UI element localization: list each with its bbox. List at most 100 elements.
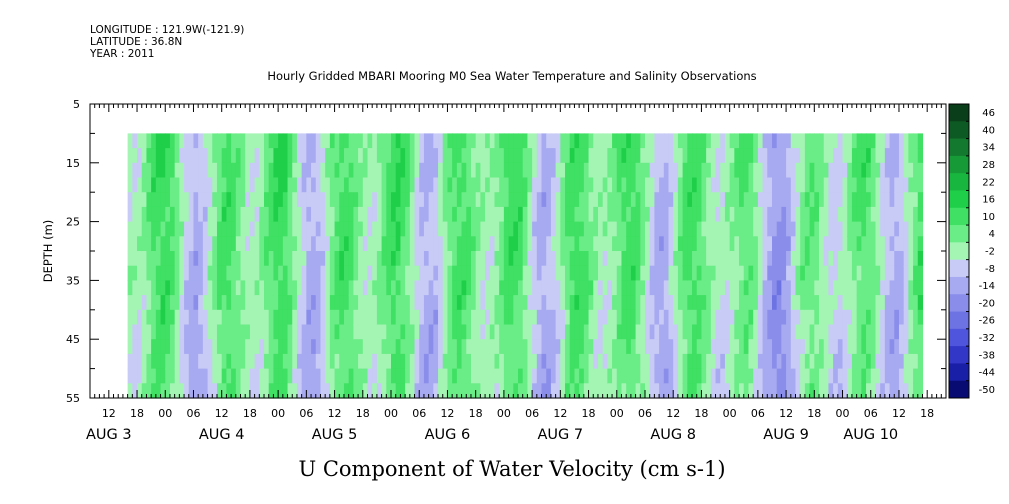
heatmap-cell bbox=[701, 309, 707, 326]
heatmap-cell bbox=[296, 133, 303, 149]
heatmap-cell bbox=[917, 192, 924, 208]
heatmap-cell bbox=[762, 221, 768, 237]
heatmap-cell bbox=[532, 339, 538, 355]
heatmap-cell bbox=[273, 206, 279, 223]
heatmap-cell bbox=[184, 162, 190, 179]
heatmap-cell bbox=[329, 383, 336, 399]
heatmap-cell bbox=[809, 236, 815, 252]
heatmap-cell bbox=[583, 383, 590, 399]
heatmap-cell bbox=[536, 295, 543, 311]
heatmap-cell bbox=[555, 265, 561, 281]
heatmap-cell bbox=[409, 133, 416, 149]
heatmap-cell bbox=[790, 353, 797, 370]
heatmap-cell bbox=[461, 383, 467, 399]
heatmap-cell bbox=[264, 251, 270, 267]
heatmap-cell bbox=[851, 339, 858, 355]
heatmap-cell bbox=[292, 251, 298, 267]
heatmap-cell bbox=[358, 162, 364, 179]
heatmap-cell bbox=[743, 295, 750, 311]
heatmap-cell bbox=[856, 251, 862, 267]
heatmap-cell bbox=[343, 148, 350, 164]
heatmap-cell bbox=[141, 295, 148, 311]
heatmap-cell bbox=[706, 280, 712, 296]
heatmap-cell bbox=[151, 383, 157, 399]
heatmap-cell bbox=[560, 162, 566, 179]
heatmap-cell bbox=[898, 309, 905, 326]
heatmap-cell bbox=[541, 177, 547, 193]
heatmap-cell bbox=[419, 295, 425, 311]
heatmap-cell bbox=[856, 177, 862, 193]
heatmap-cell bbox=[508, 236, 514, 252]
heatmap-cell bbox=[894, 339, 900, 355]
heatmap-cell bbox=[701, 206, 707, 223]
heatmap-cell bbox=[898, 265, 905, 281]
heatmap-cell bbox=[913, 280, 919, 296]
heatmap-cell bbox=[207, 265, 213, 281]
heatmap-cell bbox=[212, 309, 218, 326]
heatmap-cell bbox=[654, 383, 660, 399]
heatmap-cell bbox=[692, 148, 698, 164]
heatmap-cell bbox=[202, 162, 209, 179]
heatmap-cell bbox=[757, 192, 764, 208]
heatmap-cell bbox=[588, 353, 594, 370]
heatmap-cell bbox=[216, 324, 223, 340]
heatmap-cell bbox=[405, 353, 411, 370]
heatmap-cell bbox=[499, 280, 505, 296]
heatmap-cell bbox=[485, 309, 491, 326]
heatmap-cell bbox=[438, 353, 444, 370]
heatmap-cell bbox=[903, 192, 909, 208]
heatmap-cell bbox=[734, 192, 740, 208]
heatmap-cell bbox=[644, 309, 651, 326]
heatmap-cell bbox=[616, 368, 623, 384]
heatmap-cell bbox=[579, 383, 585, 399]
heatmap-cell bbox=[282, 192, 289, 208]
heatmap-cell bbox=[325, 133, 331, 149]
heatmap-cell bbox=[358, 177, 364, 193]
heatmap-cell bbox=[235, 280, 242, 296]
heatmap-cell bbox=[701, 221, 707, 237]
heatmap-cell bbox=[842, 295, 848, 311]
heatmap-cell bbox=[743, 251, 750, 267]
heatmap-cell bbox=[612, 236, 618, 252]
heatmap-cell bbox=[569, 280, 576, 296]
heatmap-cell bbox=[141, 236, 148, 252]
heatmap-cell bbox=[795, 295, 801, 311]
heatmap-cell bbox=[583, 162, 590, 179]
heatmap-cell bbox=[880, 383, 886, 399]
heatmap-cell bbox=[659, 177, 665, 193]
heatmap-cell bbox=[800, 221, 806, 237]
heatmap-cell bbox=[654, 133, 660, 149]
heatmap-cell bbox=[668, 324, 674, 340]
heatmap-cell bbox=[790, 177, 797, 193]
heatmap-cell bbox=[442, 148, 449, 164]
heatmap-cell bbox=[706, 251, 712, 267]
heatmap-cell bbox=[851, 295, 858, 311]
heatmap-cell bbox=[169, 162, 176, 179]
heatmap-cell bbox=[809, 133, 815, 149]
heatmap-cell bbox=[216, 192, 223, 208]
heatmap-cell bbox=[663, 192, 670, 208]
heatmap-cell bbox=[889, 192, 895, 208]
heatmap-cell bbox=[898, 324, 905, 340]
heatmap-cell bbox=[386, 368, 392, 384]
heatmap-cell bbox=[574, 162, 580, 179]
heatmap-cell bbox=[268, 251, 275, 267]
heatmap-cell bbox=[174, 206, 180, 223]
heatmap-cell bbox=[898, 206, 905, 223]
heatmap-cell bbox=[306, 251, 312, 267]
heatmap-cell bbox=[518, 339, 524, 355]
heatmap-cell bbox=[216, 162, 223, 179]
heatmap-cell bbox=[701, 383, 707, 399]
heatmap-cell bbox=[833, 324, 839, 340]
heatmap-cell bbox=[442, 177, 449, 193]
heatmap-cell bbox=[875, 353, 881, 370]
heatmap-cell bbox=[583, 295, 590, 311]
heatmap-cell bbox=[174, 133, 180, 149]
heatmap-cell bbox=[320, 368, 326, 384]
heatmap-cell bbox=[809, 162, 815, 179]
heatmap-cell bbox=[306, 324, 312, 340]
heatmap-cell bbox=[193, 177, 199, 193]
heatmap-cell bbox=[456, 221, 463, 237]
heatmap-cell bbox=[715, 221, 721, 237]
heatmap-cell bbox=[155, 309, 162, 326]
